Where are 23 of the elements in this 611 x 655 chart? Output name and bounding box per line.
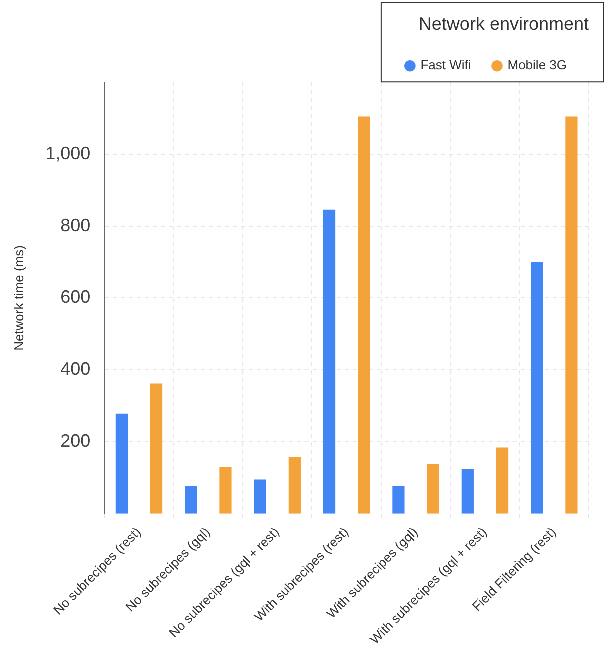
bar <box>220 467 232 514</box>
y-axis-title: Network time (ms) <box>11 245 26 351</box>
y-tick-label: 200 <box>60 430 91 451</box>
bar <box>358 116 370 514</box>
y-tick-label: 600 <box>60 287 91 308</box>
legend-label: Fast Wifi <box>420 58 472 73</box>
bar <box>392 486 405 514</box>
legend-title: Network environment <box>418 14 589 34</box>
bar <box>185 486 198 514</box>
bar <box>566 116 578 514</box>
bar <box>531 262 544 514</box>
bar <box>462 469 474 514</box>
y-tick-label: 800 <box>60 215 91 236</box>
bar <box>427 464 440 514</box>
bar <box>150 384 163 514</box>
y-tick-label: 1,000 <box>46 143 91 164</box>
y-tick-label: 400 <box>60 359 91 380</box>
bar <box>288 457 301 514</box>
bar <box>116 414 128 514</box>
bar <box>254 480 266 514</box>
bar <box>496 448 509 514</box>
legend-label: Mobile 3G <box>508 58 567 73</box>
bar <box>323 210 336 514</box>
